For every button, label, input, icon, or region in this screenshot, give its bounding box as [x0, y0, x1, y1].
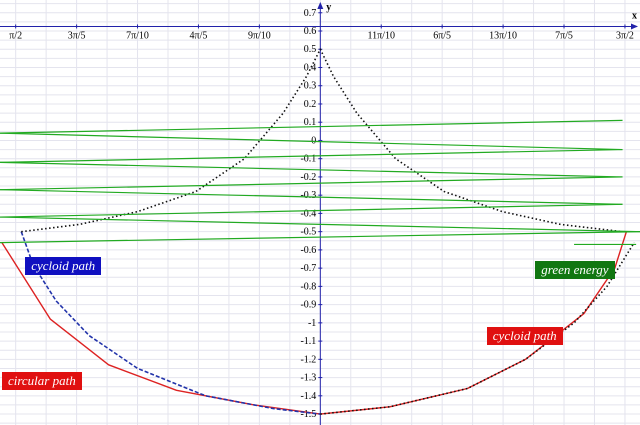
y-axis-label: y [326, 2, 331, 13]
y-tick-label: -1.3 [300, 373, 316, 384]
energy-line [0, 216, 640, 233]
energy-line [0, 176, 623, 191]
x-tick-label: 7π/10 [126, 30, 149, 41]
y-axis-arrow [317, 2, 324, 9]
y-tick-label: -0.8 [300, 281, 316, 292]
series-line [320, 242, 635, 415]
x-tick-label: 6π/5 [433, 30, 451, 41]
y-tick-label: -1.2 [300, 354, 316, 365]
energy-line [0, 203, 623, 218]
y-tick-label: 0.6 [304, 26, 317, 37]
x-tick-label: 3π/2 [616, 30, 634, 41]
energy-line [0, 189, 623, 205]
y-tick-label: 0.7 [304, 8, 317, 19]
annotation-label: circular path [1, 372, 82, 391]
x-tick-label: 9π/10 [248, 30, 271, 41]
series-line [21, 48, 623, 233]
y-tick-labels: 0.70.60.50.40.30.20.10-0.1-0.2-0.3-0.4-0… [300, 8, 316, 420]
y-tick-label: 0.3 [304, 81, 317, 92]
x-tick-label: 4π/5 [190, 30, 208, 41]
annotation-label: cycloid path [486, 326, 563, 345]
x-axis-arrow [631, 23, 638, 30]
x-tick-label: 13π/10 [489, 30, 517, 41]
series-line [1, 231, 628, 415]
annotation-label: green energy [535, 260, 615, 279]
y-tick-label: 0.1 [304, 117, 317, 128]
energy-line [0, 119, 623, 134]
y-tick-label: 0.5 [304, 44, 317, 55]
annotation-label: cycloid path [25, 257, 102, 276]
y-tick-label: -0.3 [300, 190, 316, 201]
x-tick-label: 3π/5 [68, 30, 86, 41]
y-tick-label: -0.5 [300, 227, 316, 238]
y-tick-label: -1 [308, 318, 316, 329]
x-tick-label: π/2 [9, 30, 22, 41]
x-tick-label: 7π/5 [555, 30, 573, 41]
y-tick-label: 0.4 [304, 62, 317, 73]
y-tick-label: -1.1 [300, 336, 316, 347]
y-tick-label: -0.4 [300, 208, 316, 219]
y-tick-label: -0.7 [300, 263, 316, 274]
energy-line [0, 132, 623, 151]
x-axis-label: x [632, 10, 637, 21]
y-tick-label: -0.2 [300, 172, 316, 183]
y-tick-label: -0.1 [300, 154, 316, 165]
x-tick-labels: π/2 3π/5 7π/10 4π/5 9π/10 11π/10 6π/5 13π/10 7π/… [9, 30, 634, 41]
y-tick-label: -1.4 [300, 391, 316, 402]
energy-line [0, 231, 640, 244]
y-tick-label: 0.2 [304, 99, 317, 110]
energy-line [0, 148, 623, 163]
x-tick-label: 11π/10 [368, 30, 395, 41]
y-tick-label: -0.6 [300, 245, 316, 256]
y-tick-label: -0.9 [300, 300, 316, 311]
energy-line [0, 161, 623, 178]
y-tick-label: -1.5 [300, 409, 316, 420]
